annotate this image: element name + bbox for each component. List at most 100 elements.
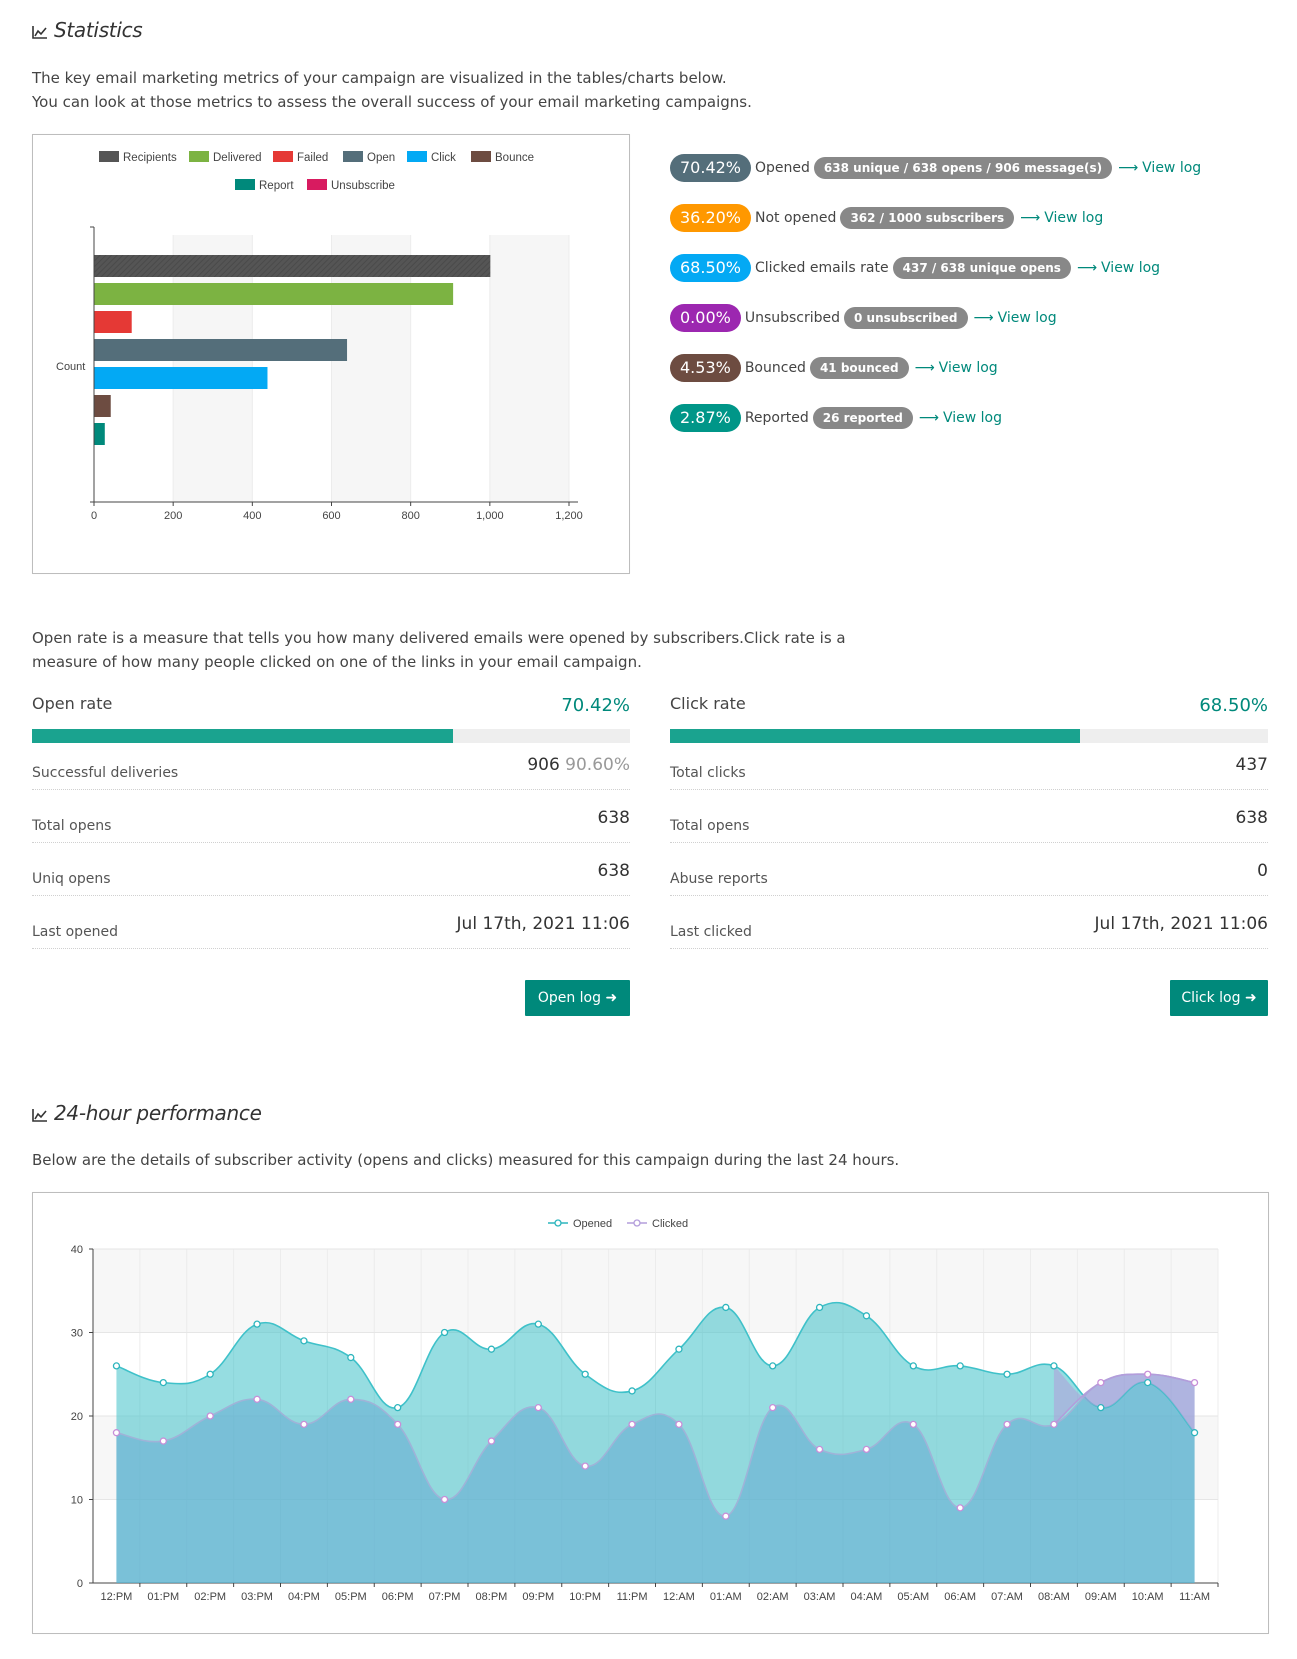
legend-swatch xyxy=(189,151,209,162)
legend-label: Open xyxy=(367,152,396,164)
view-log-link[interactable]: ⟶ View log xyxy=(1118,160,1201,176)
point-clicked xyxy=(253,1395,261,1403)
x-tick-label: 600 xyxy=(322,510,340,522)
view-log-label: View log xyxy=(1142,160,1202,176)
point-clicked xyxy=(440,1495,449,1504)
view-log-link[interactable]: ⟶ View log xyxy=(974,310,1057,326)
point-opened xyxy=(487,1345,496,1353)
point-clicked xyxy=(487,1437,496,1445)
legend-item-delivered[interactable]: Delivered xyxy=(189,151,262,164)
legend-item-click[interactable]: Click xyxy=(407,151,456,164)
open-log-button[interactable]: Open log ➜ xyxy=(525,980,630,1016)
legend-label: Bounce xyxy=(495,152,535,164)
line-chart-icon xyxy=(32,20,48,44)
click-rate-row-abuse-reports: Abuse reports 0 xyxy=(670,844,1268,896)
click-log-button[interactable]: Click log ➜ xyxy=(1170,980,1268,1016)
row-value-main: Jul 17th, 2021 11:06 xyxy=(1094,914,1268,934)
open-rate-progress xyxy=(32,729,630,743)
open-rate-row-total-opens: Total opens 638 xyxy=(32,791,630,843)
stat-label: Not opened xyxy=(755,210,837,226)
point-clicked xyxy=(112,1429,121,1437)
x-tick-label: 09:PM xyxy=(522,1591,554,1603)
legend-item-report[interactable]: Report xyxy=(235,179,294,192)
click-rate-row-total-opens: Total opens 638 xyxy=(670,791,1268,843)
y-tick-label: 10 xyxy=(71,1495,83,1507)
point-opened xyxy=(534,1320,542,1328)
rates-intro-line1: Open rate is a measure that tells you ho… xyxy=(32,629,846,647)
metrics-bar-chart: Recipients Delivered Failed Open Click Bounce… xyxy=(32,134,630,574)
row-value-main: Jul 17th, 2021 11:06 xyxy=(456,914,630,934)
arrow-right-icon: ➜ xyxy=(605,990,618,1006)
point-clicked xyxy=(1190,1378,1199,1387)
point-opened xyxy=(300,1337,308,1345)
arrow-right-icon: ⟶ xyxy=(973,310,994,326)
view-log-link[interactable]: ⟶ View log xyxy=(1020,210,1103,226)
x-tick-label: 400 xyxy=(243,510,261,522)
statistics-intro-line1: The key email marketing metrics of your … xyxy=(32,69,727,87)
open-rate-row-uniq-opens: Uniq opens 638 xyxy=(32,844,630,896)
x-tick-label: 08:PM xyxy=(476,1591,508,1603)
click-rate-value: 68.50% xyxy=(1199,695,1268,716)
row-label: Successful deliveries xyxy=(32,765,179,781)
row-value: 437 xyxy=(1236,755,1268,775)
view-log-label: View log xyxy=(942,410,1002,426)
area-clicked xyxy=(116,1374,1195,1583)
x-tick-label: 1,000 xyxy=(476,510,504,522)
view-log-label: View log xyxy=(1101,260,1161,276)
legend-item-failed[interactable]: Failed xyxy=(273,151,328,164)
view-log-link[interactable]: ⟶ View log xyxy=(919,410,1002,426)
stat-percent-badge: 2.87% xyxy=(670,404,741,432)
row-label: Total opens xyxy=(32,818,112,834)
arrow-right-icon: ⟶ xyxy=(1118,160,1139,176)
legend-marker xyxy=(554,1219,562,1227)
legend-swatch xyxy=(235,179,255,190)
grid-band xyxy=(331,235,411,502)
point-opened xyxy=(1003,1370,1011,1378)
bar-failed xyxy=(94,311,132,333)
row-value-main: 638 xyxy=(597,861,630,881)
stat-detail-badge: 0 unsubscribed xyxy=(844,307,968,329)
x-tick-label: 200 xyxy=(164,510,182,522)
stat-detail-badge: 437 / 638 unique opens xyxy=(892,257,1071,279)
statistics-intro: The key email marketing metrics of your … xyxy=(32,66,752,114)
legend-item-unsubscribe[interactable]: Unsubscribe xyxy=(307,179,395,192)
point-opened xyxy=(722,1303,730,1312)
bar-delivered xyxy=(94,283,454,305)
bar-open xyxy=(94,339,348,361)
area-chart-legend: Opened Clicked xyxy=(548,1218,688,1230)
bar-chart-svg: 0 200 400 600 800 1,000 1,200 Count xyxy=(56,226,583,522)
stat-percent-badge: 36.20% xyxy=(670,204,752,232)
point-opened xyxy=(815,1303,824,1312)
row-value: 638 xyxy=(598,808,630,828)
legend-swatch xyxy=(307,179,327,190)
row-value: 906 90.60% xyxy=(527,755,630,775)
legend-label: Report xyxy=(259,180,294,192)
stat-label: Bounced xyxy=(744,360,806,376)
x-tick-label: 10:AM xyxy=(1132,1591,1164,1603)
legend-item-open[interactable]: Open xyxy=(343,151,395,164)
point-clicked xyxy=(581,1462,589,1470)
point-clicked xyxy=(628,1420,636,1429)
view-log-link[interactable]: ⟶ View log xyxy=(1077,260,1160,276)
point-clicked xyxy=(159,1437,167,1445)
point-clicked xyxy=(1050,1420,1058,1429)
x-tick-label: 07:AM xyxy=(991,1591,1023,1603)
point-opened xyxy=(112,1362,121,1370)
rates-intro-line2: measure of how many people clicked on on… xyxy=(32,653,642,671)
legend-item-recipients[interactable]: Recipients xyxy=(99,151,177,164)
open-rate-progress-fill xyxy=(32,729,454,743)
row-label: Last opened xyxy=(32,924,119,940)
view-log-link[interactable]: ⟶ View log xyxy=(915,360,998,376)
legend-label: Failed xyxy=(297,152,329,164)
point-opened xyxy=(909,1362,917,1370)
legend-item-bounce[interactable]: Bounce xyxy=(471,151,534,164)
row-value: 0 xyxy=(1257,861,1268,881)
row-value-main: 638 xyxy=(1235,808,1268,828)
row-label: Abuse reports xyxy=(670,871,768,887)
legend-swatch xyxy=(99,151,119,162)
y-tick-label: 20 xyxy=(71,1411,83,1423)
legend-label: Clicked xyxy=(652,1218,688,1230)
row-label: Last clicked xyxy=(670,924,752,940)
grid-band xyxy=(489,235,569,502)
x-tick-label: 06:AM xyxy=(944,1591,976,1603)
